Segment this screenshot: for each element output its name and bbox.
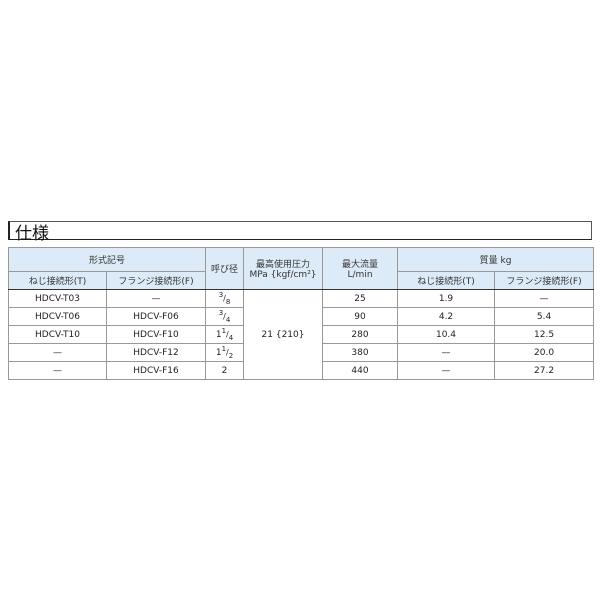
header-model: 形式記号 (7, 247, 207, 272)
header-mass-f: フランジ接続形(F) (494, 271, 595, 290)
mass-t: 1.9 (397, 289, 496, 308)
table-row: HDCV-T06 HDCV-F06 3/4 90 4.2 5.4 (8, 307, 595, 326)
mass-f: — (494, 289, 595, 308)
flow: 440 (322, 361, 399, 380)
size: 11/2 (205, 343, 245, 362)
model-t: HDCV-T10 (8, 325, 107, 344)
size: 3/8 (205, 289, 245, 308)
section-title: 仕様 (15, 224, 49, 244)
model-t: — (8, 361, 107, 380)
table-row: HDCV-T03—3/8 21 {210} 25 1.9— (8, 289, 595, 380)
model-f: HDCV-F10 (105, 325, 207, 344)
mass-f: 27.2 (494, 361, 595, 380)
header-model-t: ねじ接続形(T) (8, 271, 107, 290)
model-t: — (8, 343, 107, 362)
header-mass: 質量 kg (397, 247, 595, 272)
header-flow: 最大流量 L/min (322, 247, 399, 290)
mass-f: 20.0 (494, 343, 595, 362)
mass-t: 10.4 (397, 325, 496, 344)
mass-t: 4.2 (397, 307, 496, 326)
model-f: HDCV-F12 (105, 343, 207, 362)
mass-t: — (397, 343, 496, 362)
table-row: — HDCV-F16 2 440—27.2 (8, 361, 595, 380)
size: 3/4 (205, 307, 245, 326)
model-f: HDCV-F06 (105, 307, 207, 326)
mass-f: 5.4 (494, 307, 595, 326)
section-title-box: 仕様 (8, 221, 592, 244)
size: 2 (205, 361, 245, 380)
model-f: — (105, 289, 207, 308)
table-row: HDCV-T10 HDCV-F10 11/4 280 10.4 12.5 (8, 325, 595, 344)
flow: 280 (322, 325, 399, 344)
header-size: 呼び径 (205, 247, 245, 290)
spec-table: 形式記号 呼び径 最高使用圧力 MPa {kgf/cm²} 最大流量 L/min 質… (7, 247, 595, 380)
model-t: HDCV-T03 (8, 289, 107, 308)
header-pressure: 最高使用圧力 MPa {kgf/cm²} (243, 247, 324, 290)
header-model-f: フランジ接続形(F) (105, 271, 207, 290)
mass-t: — (397, 361, 496, 380)
model-f: HDCV-F16 (105, 361, 207, 380)
model-t: HDCV-T06 (8, 307, 107, 326)
flow: 90 (322, 307, 399, 326)
size: 11/4 (205, 325, 245, 344)
flow: 25 (322, 289, 399, 308)
header-mass-t: ねじ接続形(T) (397, 271, 496, 290)
mass-f: 12.5 (494, 325, 595, 344)
pressure-value: 21 {210} (243, 289, 324, 380)
flow: 380 (322, 343, 399, 362)
